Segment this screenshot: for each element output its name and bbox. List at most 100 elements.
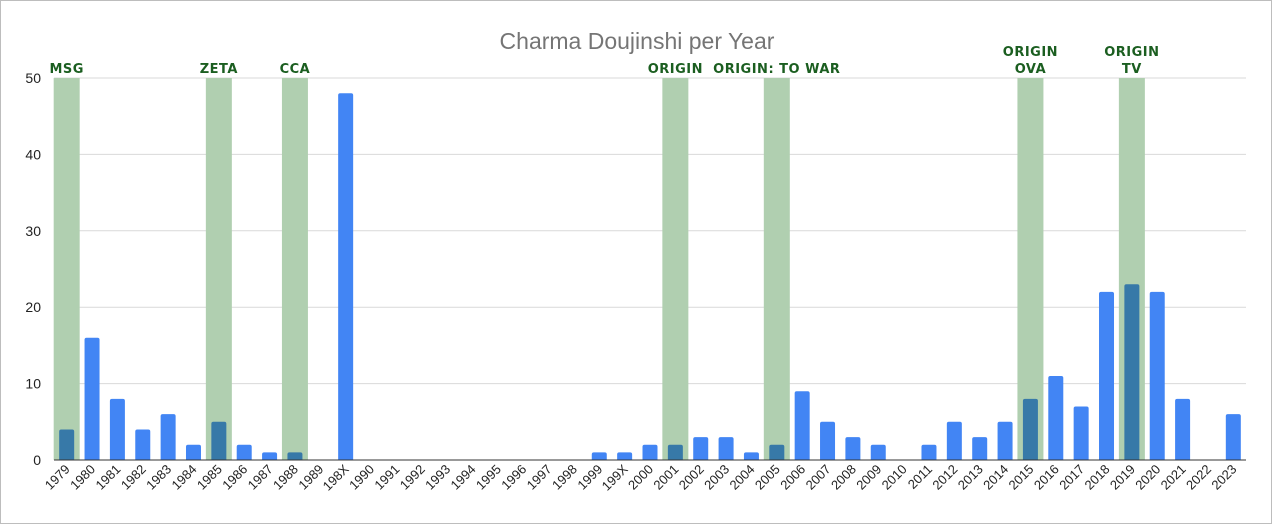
- bar: [59, 429, 75, 460]
- annotation-band: [53, 78, 80, 460]
- x-tick-label: 2019: [1107, 462, 1138, 493]
- bar: [211, 421, 227, 460]
- x-tick-label: 1991: [371, 462, 402, 493]
- bar: [1099, 291, 1115, 460]
- annotation-band: [1017, 78, 1044, 460]
- bar: [84, 337, 100, 460]
- bar: [820, 421, 836, 460]
- x-tick-label: 2006: [777, 462, 808, 493]
- bar: [794, 391, 810, 460]
- y-tick-label: 30: [25, 223, 41, 239]
- x-tick-label: 2000: [625, 462, 656, 493]
- bar: [617, 452, 633, 460]
- x-tick-label: 1988: [270, 462, 301, 493]
- bar: [160, 414, 176, 460]
- annotation-label: ORIGIN: [648, 62, 703, 77]
- x-tick-label: 198X: [320, 461, 352, 493]
- bar: [1149, 291, 1165, 460]
- annotation-label: ORIGIN: [1003, 45, 1058, 60]
- gridlines: [54, 77, 1246, 385]
- bar: [667, 444, 683, 460]
- y-tick-label: 50: [25, 70, 41, 86]
- bar: [1022, 398, 1038, 460]
- x-tick-label: 2002: [676, 462, 707, 493]
- annotation-label: TV: [1122, 62, 1142, 77]
- annotation-label: MSG: [49, 62, 83, 77]
- x-tick-label: 1996: [498, 462, 529, 493]
- x-tick-label: 1994: [448, 462, 479, 493]
- x-tick-label: 199X: [599, 461, 631, 493]
- x-tick-label: 2003: [701, 462, 732, 493]
- x-tick-label: 1995: [473, 462, 504, 493]
- x-tick-label: 2020: [1132, 462, 1163, 493]
- bar: [921, 444, 937, 460]
- bar: [743, 452, 759, 460]
- annotation-label: OVA: [1015, 62, 1046, 77]
- bar: [1225, 414, 1241, 460]
- annotation-label: ORIGIN: [1104, 45, 1159, 60]
- x-tick-label: 1985: [194, 462, 225, 493]
- bar: [1175, 398, 1191, 460]
- x-tick-label: 1998: [549, 462, 580, 493]
- bar: [591, 452, 607, 460]
- x-tick-label: 1993: [422, 462, 453, 493]
- bar: [135, 429, 151, 460]
- bar: [1073, 406, 1089, 460]
- x-tick-label: 1989: [295, 462, 326, 493]
- annotation-label: ORIGIN: TO WAR: [713, 62, 840, 77]
- x-tick-label: 2016: [1031, 462, 1062, 493]
- x-tick-label: 1990: [346, 462, 377, 493]
- x-tick-label: 1999: [574, 462, 605, 493]
- bar: [236, 444, 252, 460]
- x-tick-label: 1983: [143, 462, 174, 493]
- x-tick-label: 2023: [1208, 462, 1239, 493]
- bars: [59, 93, 1241, 460]
- x-tick-label: 2004: [727, 462, 758, 493]
- x-tick-label: 1984: [169, 462, 200, 493]
- bar: [1124, 284, 1140, 460]
- annotation-label: CCA: [280, 62, 311, 77]
- bar: [287, 452, 303, 460]
- bar: [946, 421, 962, 460]
- bar: [845, 437, 861, 460]
- x-tick-label: 2010: [879, 462, 910, 493]
- annotation-label: ZETA: [200, 62, 238, 77]
- x-tick-label: 2013: [955, 462, 986, 493]
- x-tick-label: 1992: [397, 462, 428, 493]
- annotation-band: [763, 78, 790, 460]
- bar: [262, 452, 278, 460]
- bar: [718, 437, 734, 460]
- x-tick-label: 1980: [67, 462, 98, 493]
- x-tick-label: 2011: [905, 462, 935, 492]
- annotation-band: [662, 78, 689, 460]
- annotation-band: [281, 78, 308, 460]
- bar: [185, 444, 201, 460]
- bar: [109, 398, 125, 460]
- bar: [642, 444, 658, 460]
- x-tick-label: 2005: [752, 462, 783, 493]
- bar: [693, 437, 709, 460]
- x-tick-label: 2007: [803, 462, 834, 493]
- annotation-bands: [53, 78, 1145, 460]
- x-tick-label: 2017: [1056, 462, 1087, 493]
- x-tick-label: 2022: [1183, 462, 1214, 493]
- x-tick-label: 1987: [245, 462, 276, 493]
- x-tick-label: 1982: [118, 462, 149, 493]
- x-tick-label: 1997: [524, 462, 555, 493]
- x-tick-label: 1979: [42, 462, 73, 493]
- bar: [769, 444, 785, 460]
- bar: [1048, 375, 1064, 460]
- x-tick-label: 2014: [980, 462, 1011, 493]
- chart-title: Charma Doujinshi per Year: [500, 28, 775, 54]
- bar: [972, 437, 988, 460]
- y-tick-label: 10: [25, 376, 41, 392]
- x-tick-label: 1986: [219, 462, 250, 493]
- annotation-labels: MSG ZETA CCA ORIGIN ORIGIN: TO WAR ORIGIN OVA O…: [49, 45, 1159, 77]
- x-tick-label: 2008: [828, 462, 859, 493]
- x-tick-label: 2015: [1005, 462, 1036, 493]
- x-tick-label: 2009: [853, 462, 884, 493]
- x-tick-label: 2018: [1082, 462, 1113, 493]
- x-tick-label: 2021: [1158, 462, 1189, 493]
